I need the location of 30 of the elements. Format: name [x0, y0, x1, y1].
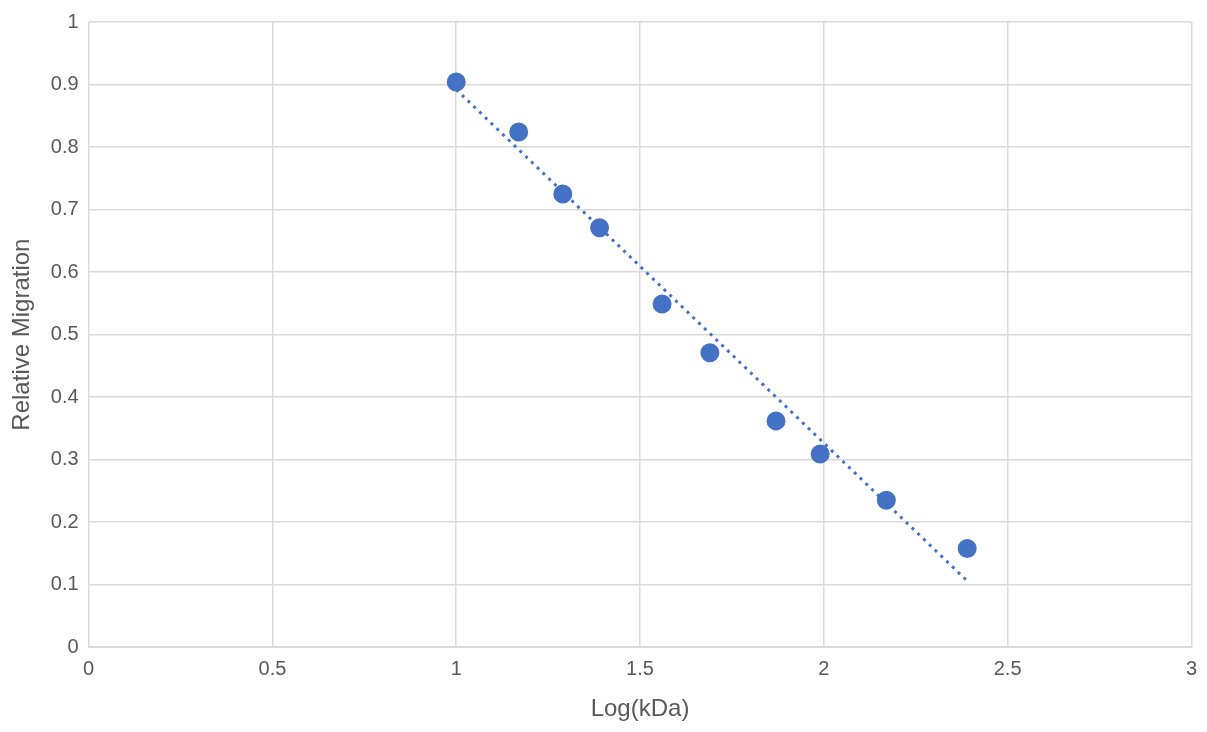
point [810, 444, 830, 464]
point [446, 72, 466, 92]
y-tick-label: 0 [67, 634, 79, 657]
x-tick-label: 1 [450, 656, 462, 679]
y-tick-label: 0.3 [50, 447, 79, 470]
point [652, 294, 672, 314]
y-tick-label: 0.5 [50, 322, 79, 345]
point [553, 184, 573, 204]
y-tick-label: 0.7 [50, 197, 79, 220]
y-tick-label: 0.4 [50, 384, 79, 407]
x-tick-label: 0.5 [258, 656, 287, 679]
x-tick-label: 0 [83, 656, 95, 679]
y-tick-label: 1 [67, 9, 79, 32]
y-tick-label: 0.1 [50, 572, 79, 595]
point [957, 538, 977, 558]
x-axis-title: Log(kDa) [590, 694, 690, 722]
point [766, 411, 786, 431]
y-tick-label: 0.2 [50, 509, 79, 532]
y-tick-label: 0.8 [50, 134, 79, 157]
point [590, 218, 610, 238]
y-tick-label: 0.6 [50, 259, 79, 282]
x-tick-label: 2 [818, 656, 830, 679]
y-tick-label: 0.9 [50, 72, 79, 95]
y-axis-title: Relative Migration [7, 238, 35, 431]
point [700, 343, 720, 363]
point [509, 122, 529, 142]
x-tick-label: 2.5 [993, 656, 1022, 679]
point [876, 490, 896, 510]
x-tick-label: 3 [1185, 656, 1197, 679]
x-tick-label: 1.5 [626, 656, 654, 679]
